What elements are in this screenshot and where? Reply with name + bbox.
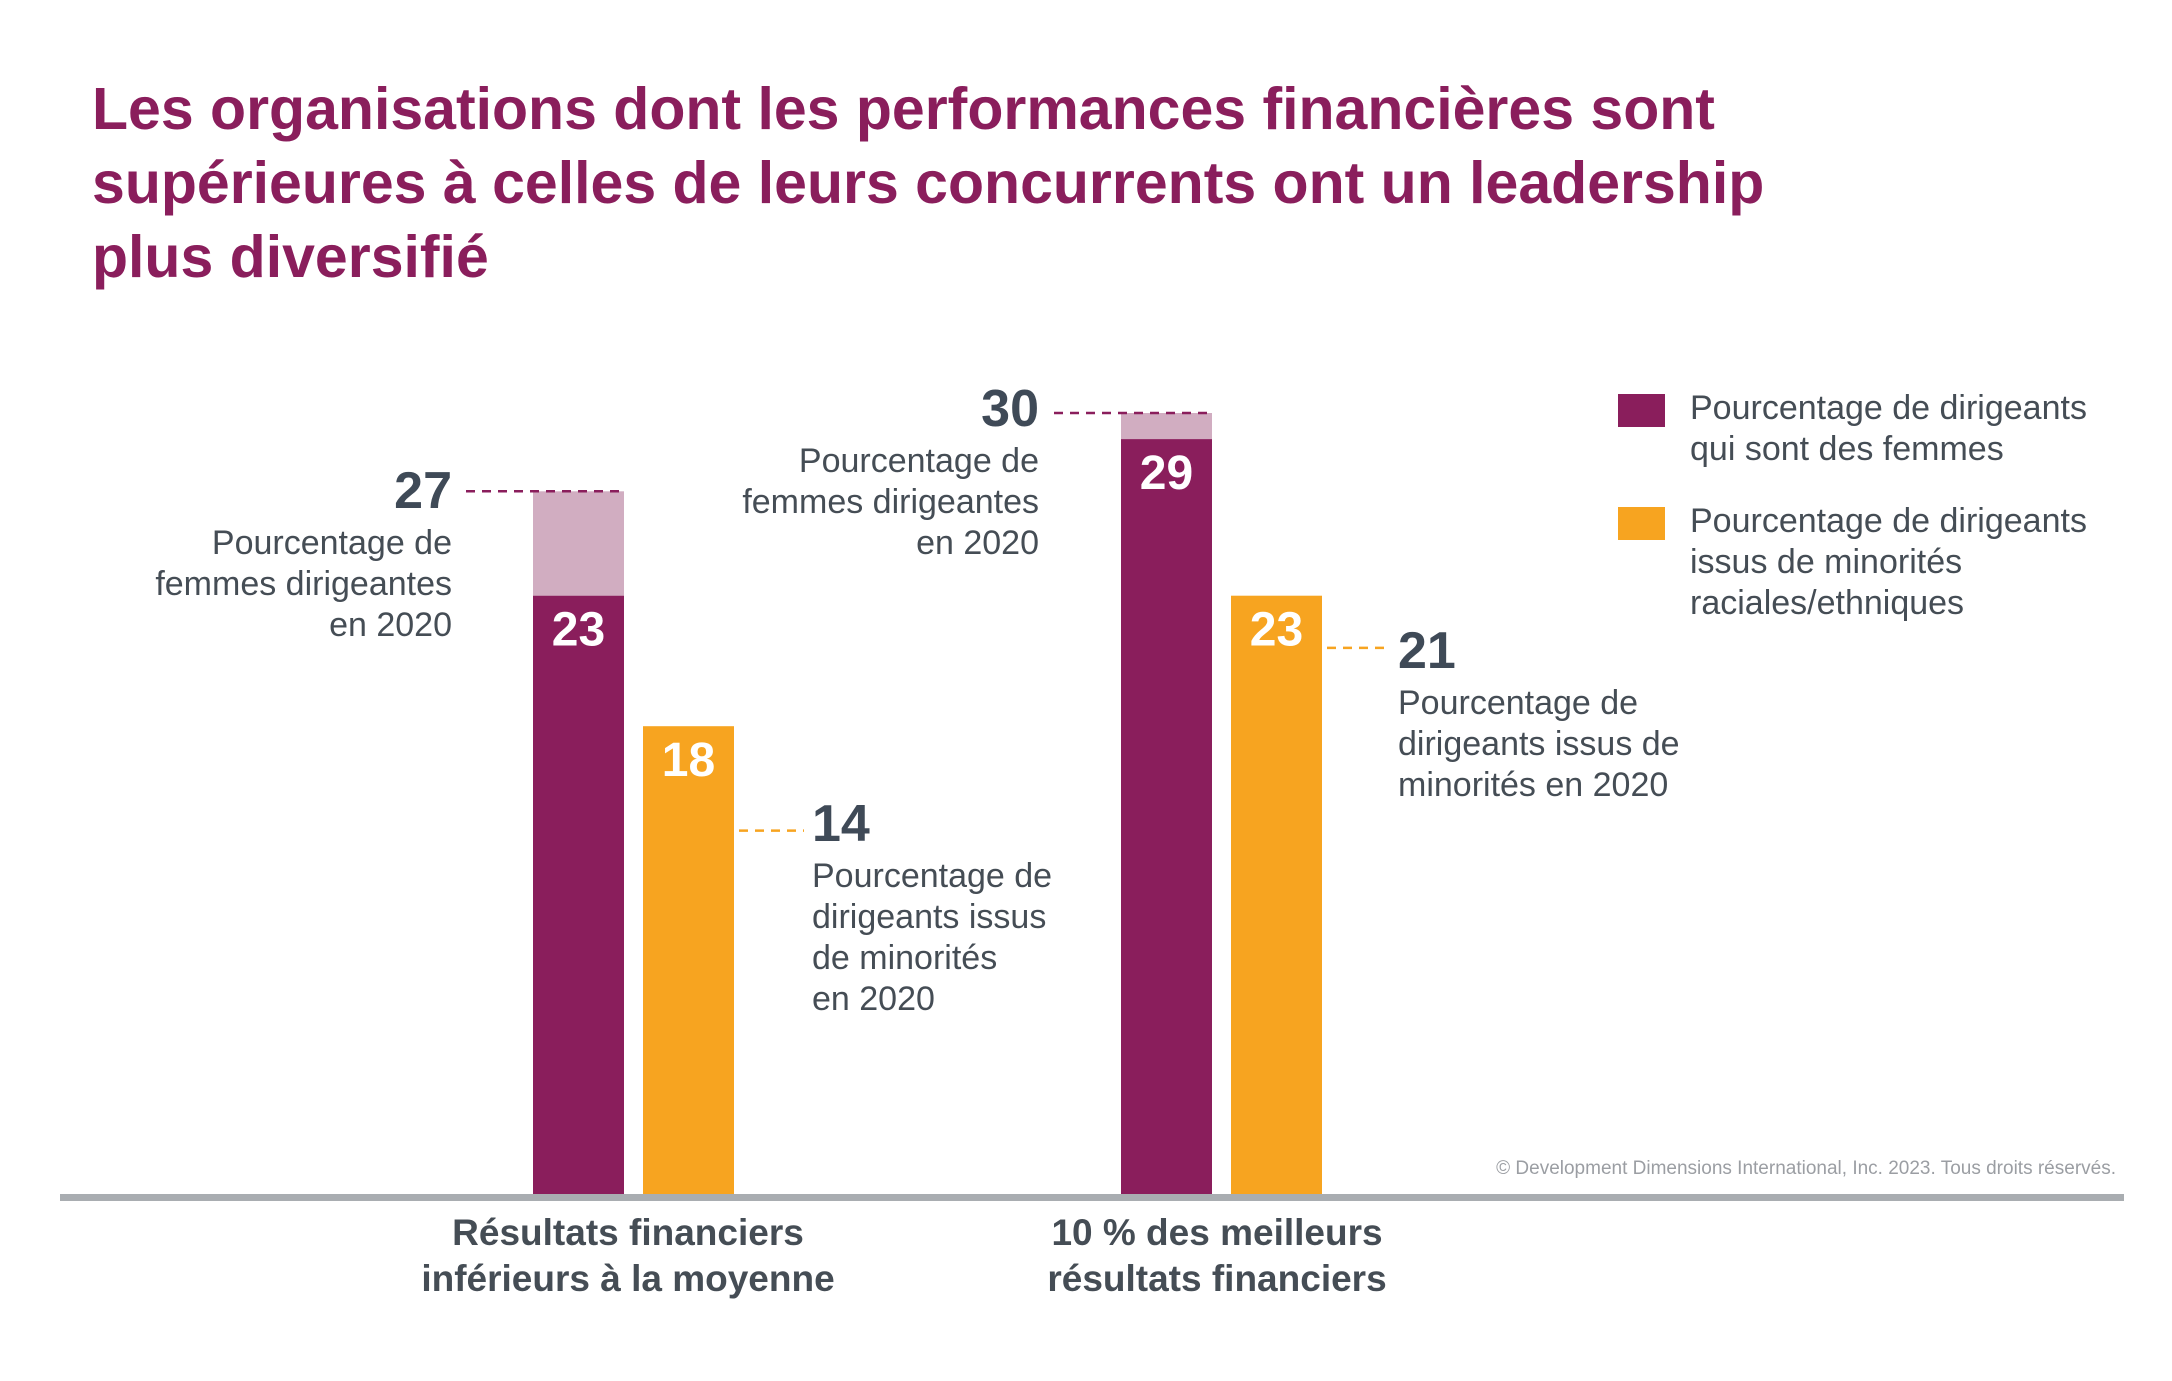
annotation-value: 27 [394,462,452,520]
bar-segment-2020 [1121,413,1212,440]
title-line: plus diversifié [92,224,489,290]
annotation-women-2020-cat2: 30 Pourcentage de femmes dirigeantes en … [742,383,1039,564]
copyright-notice: © Development Dimensions International, … [1496,1158,2116,1179]
annotation-line: dirigeants issus de [1398,725,1680,763]
annotation-line: dirigeants issus [812,898,1047,936]
chart-title: Les organisations dont les performances … [92,72,1992,294]
annotation-line: de minorités [812,939,998,977]
category-label-line: inférieurs à la moyenne [421,1258,835,1299]
annotation-text: Pourcentage de femmes dirigeantes en 202… [742,441,1039,564]
legend-line: issus de minorités [1690,543,1963,581]
annotation-minorities-2020-cat1: 14 Pourcentage de dirigeants issus de mi… [812,798,1052,1020]
bar [1231,595,1322,1196]
annotation-text: Pourcentage de dirigeants issus de minor… [812,856,1052,1020]
legend-swatch-women [1618,394,1665,427]
annotation-line: Pourcentage de [812,857,1053,895]
category-label-line: Résultats financiers [452,1212,804,1253]
legend-line: raciales/ethniques [1690,584,1965,622]
annotation-line: Pourcentage de [211,524,452,562]
legend-line: Pourcentage de dirigeants [1690,389,2087,427]
annotation-value: 21 [1398,622,1456,680]
legend-label-minorities: Pourcentage de dirigeants issus de minor… [1690,501,2087,624]
bar-value-label: 18 [662,734,715,787]
annotation-text: Pourcentage de femmes dirigeantes en 202… [155,523,452,646]
category-label-below-average: Résultats financiers inférieurs à la moy… [328,1210,928,1302]
annotation-line: Pourcentage de [798,442,1039,480]
bar-value-label: 23 [552,604,605,657]
annotation-value: 30 [981,380,1039,438]
bar-value-label: 23 [1250,604,1303,657]
legend-line: Pourcentage de dirigeants [1690,502,2087,540]
title-line: Les organisations dont les performances … [92,76,1715,142]
category-label-line: 10 % des meilleurs [1051,1212,1383,1253]
legend-swatch-minorities [1618,507,1665,540]
annotation-line: en 2020 [329,606,452,644]
annotation-line: femmes dirigeantes [742,483,1039,521]
bar [643,726,734,1196]
bar [1121,439,1212,1197]
annotation-women-2020-cat1: 27 Pourcentage de femmes dirigeantes en … [155,465,452,646]
legend-label-women: Pourcentage de dirigeants qui sont des f… [1690,388,2087,470]
bar-value-label: 29 [1140,447,1193,500]
annotation-line: minorités en 2020 [1398,766,1669,804]
annotation-text: Pourcentage de dirigeants issus de minor… [1398,683,1680,806]
annotation-line: Pourcentage de [1398,684,1639,722]
legend-line: qui sont des femmes [1690,430,2004,468]
category-label-top-10: 10 % des meilleurs résultats financiers [917,1210,1517,1302]
annotation-line: femmes dirigeantes [155,565,452,603]
annotation-line: en 2020 [916,524,1039,562]
category-label-line: résultats financiers [1047,1258,1387,1299]
title-line: supérieures à celles de leurs concurrent… [92,150,1765,216]
bar [533,595,624,1196]
bar-segment-2020 [533,491,624,596]
annotation-minorities-2020-cat2: 21 Pourcentage de dirigeants issus de mi… [1398,625,1680,806]
x-axis [60,1194,2124,1201]
annotation-line: en 2020 [812,980,935,1018]
annotation-value: 14 [812,795,870,853]
